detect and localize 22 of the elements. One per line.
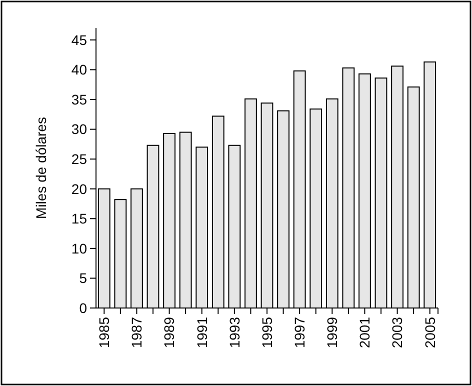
x-tick-label: 1989 (161, 316, 178, 348)
y-tick-label: 35 (71, 91, 88, 108)
y-tick-label: 30 (71, 121, 88, 138)
y-tick-label: 40 (71, 62, 88, 78)
x-tick-label: 2005 (422, 316, 438, 348)
x-tick-label: 1997 (291, 316, 308, 348)
y-axis-title: Miles de dólares (33, 117, 49, 219)
x-tick-label: 1987 (128, 316, 145, 348)
y-tick-label: 0 (79, 300, 88, 316)
x-tick-label: 1993 (226, 316, 242, 348)
x-tick-label: 1995 (258, 316, 275, 348)
x-tick-label: 2003 (389, 316, 406, 348)
y-tick-label: 5 (79, 270, 88, 286)
y-tick-label: 15 (71, 210, 88, 227)
y-tick-label: 25 (71, 150, 88, 167)
x-tick-label: 1985 (96, 316, 112, 348)
x-tick-label: 1999 (324, 316, 340, 348)
y-tick-label: 10 (71, 240, 88, 256)
y-tick-label: 45 (71, 32, 88, 48)
y-tick-label: 20 (71, 180, 88, 197)
x-tick-label: 1991 (194, 316, 210, 348)
x-tick-label: 2001 (356, 316, 373, 348)
